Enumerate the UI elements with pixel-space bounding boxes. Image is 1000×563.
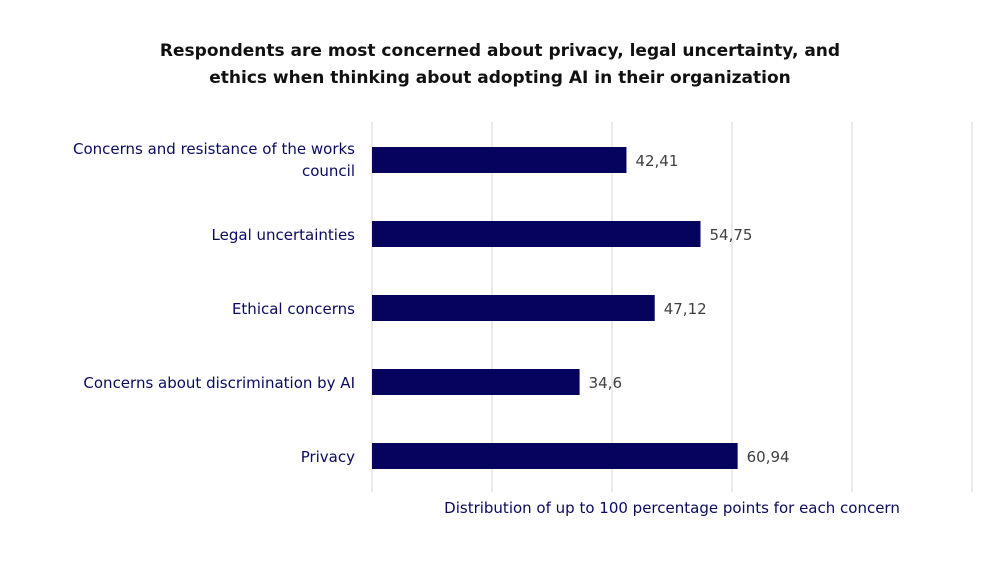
category-label: council: [302, 162, 355, 180]
bar: [372, 221, 701, 247]
category-label: Concerns and resistance of the works: [73, 140, 355, 158]
data-label: 47,12: [664, 300, 707, 318]
data-label: 42,41: [635, 152, 678, 170]
data-label: 34,6: [589, 374, 622, 392]
category-label: Concerns about discrimination by AI: [83, 374, 355, 392]
data-label: 54,75: [710, 226, 753, 244]
category-label: Privacy: [301, 448, 355, 466]
bar: [372, 147, 627, 173]
category-label: Legal uncertainties: [212, 226, 356, 244]
chart-title-line: ethics when thinking about adopting AI i…: [209, 68, 791, 88]
chart-title: Respondents are most concerned about pri…: [0, 38, 1000, 92]
x-axis-label: Distribution of up to 100 percentage poi…: [444, 499, 900, 517]
bar: [372, 443, 738, 469]
data-label: 60,94: [747, 448, 790, 466]
bar: [372, 295, 655, 321]
chart-title-line: Respondents are most concerned about pri…: [159, 41, 841, 61]
category-label: Ethical concerns: [232, 300, 355, 318]
bar: [372, 369, 580, 395]
